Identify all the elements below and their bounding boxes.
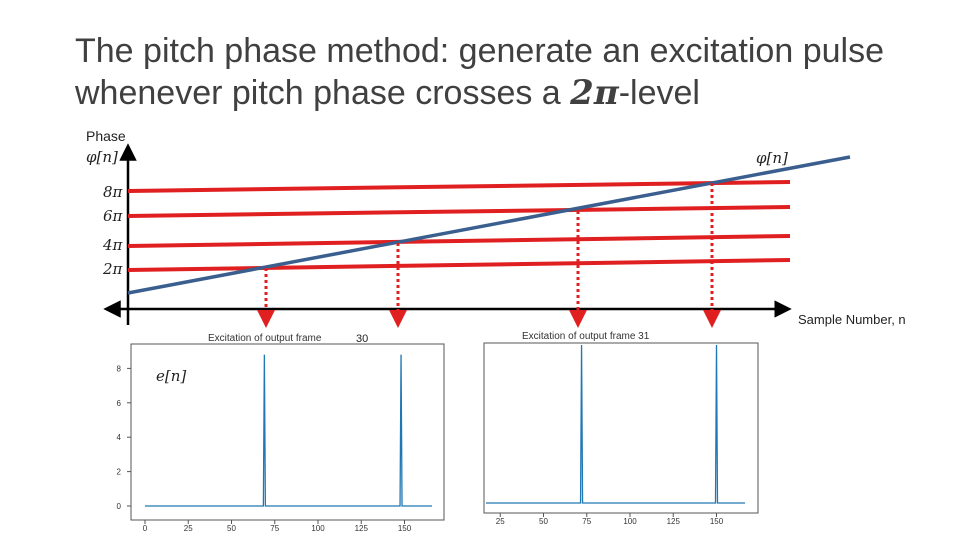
phase-line-label: φ[n] <box>756 149 788 167</box>
level-label-6pi: 6π <box>103 207 123 225</box>
plot-left-frame <box>130 343 445 521</box>
x-axis-label: Sample Number, n <box>798 312 906 327</box>
phase-axis-symbol: φ[n] <box>86 148 118 166</box>
level-label-4pi: 4π <box>103 236 123 254</box>
y-tick-label: 4 <box>117 433 122 442</box>
y-tick-label: 6 <box>117 399 122 408</box>
x-tick-label: 150 <box>398 524 412 533</box>
level-line-8pi <box>127 180 791 193</box>
x-tick-label: 125 <box>355 524 369 533</box>
x-tick-label: 100 <box>311 524 325 533</box>
phase-line <box>127 155 851 295</box>
phase-axis-label: Phase <box>86 128 126 144</box>
x-tick-label: 50 <box>227 524 236 533</box>
y-tick-label: 2 <box>117 468 122 477</box>
y-tick-label: 0 <box>117 502 122 511</box>
level-label-2pi: 2π <box>103 260 123 278</box>
plot-left-y-ticks: 0 2 4 6 8 <box>117 364 131 511</box>
x-tick-label: 0 <box>143 524 148 533</box>
plot-left-x-ticks: 0 25 50 75 100 125 150 <box>143 520 412 533</box>
x-tick-label: 75 <box>582 517 591 526</box>
x-tick-label: 25 <box>184 524 193 533</box>
plot-right-x-ticks: 25 50 75 100 125 150 <box>496 513 724 526</box>
x-tick-label: 150 <box>710 517 724 526</box>
y-tick-label: 8 <box>117 364 122 373</box>
excitation-signal-left <box>145 354 432 507</box>
plot-right: Excitation of output frame 31 25 50 75 100 1… <box>483 331 759 526</box>
signal-label: e[n] <box>156 367 187 385</box>
plot-right-title: Excitation of output frame 31 <box>522 331 650 342</box>
slide-title: The pitch phase method: generate an exci… <box>75 30 935 114</box>
level-line-4pi <box>127 234 791 248</box>
x-tick-label: 25 <box>496 517 505 526</box>
title-suffix: -level <box>618 74 700 112</box>
x-tick-label: 100 <box>623 517 637 526</box>
excitation-signal-right <box>486 344 745 504</box>
title-math: 2π <box>570 73 619 113</box>
level-line-2pi <box>127 258 791 272</box>
plot-left-frame-number: 30 <box>356 333 369 345</box>
plot-left-title: Excitation of output frame <box>208 333 322 344</box>
title-text: The pitch phase method: generate an exci… <box>75 32 884 112</box>
level-line-6pi <box>127 205 791 218</box>
plot-right-stems <box>486 344 745 504</box>
x-tick-label: 75 <box>270 524 279 533</box>
level-label-8pi: 8π <box>103 183 123 201</box>
x-tick-label: 125 <box>667 517 681 526</box>
x-tick-label: 50 <box>539 517 548 526</box>
plot-left-stems <box>145 354 432 507</box>
plot-left: Excitation of output frame 0 2 4 6 8 0 25 50 75… <box>117 333 445 533</box>
plot-right-frame <box>483 342 759 514</box>
